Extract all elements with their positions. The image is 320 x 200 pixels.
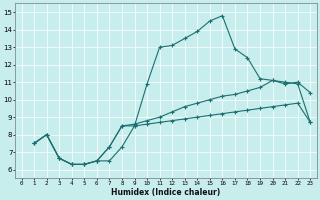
X-axis label: Humidex (Indice chaleur): Humidex (Indice chaleur)	[111, 188, 220, 197]
